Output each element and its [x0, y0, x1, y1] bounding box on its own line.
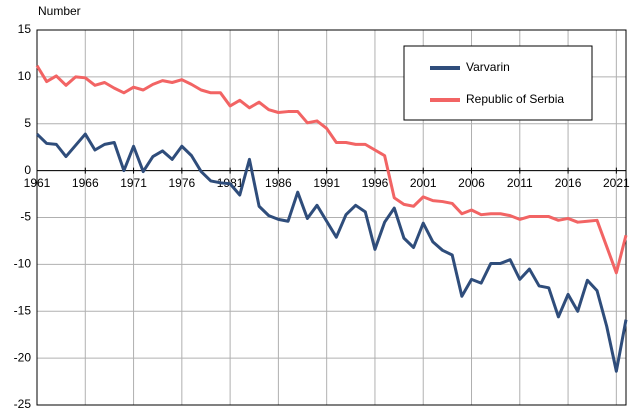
x-tick-label: 1976	[168, 176, 195, 190]
y-tick-label: 10	[18, 69, 32, 83]
legend-box	[403, 45, 593, 121]
x-tick-label: 1996	[362, 176, 389, 190]
x-tick-label: 2006	[458, 176, 485, 190]
x-tick-label: 1966	[72, 176, 99, 190]
x-tick-label: 2021	[603, 176, 630, 190]
y-axis-label: Number	[38, 4, 81, 18]
legend-label: Varvarin	[466, 60, 510, 74]
legend-label: Republic of Serbia	[466, 92, 564, 106]
y-tick-label: 15	[18, 22, 32, 36]
y-tick-label: -5	[20, 210, 31, 224]
x-tick-label: 2016	[555, 176, 582, 190]
y-tick-label: 5	[24, 116, 31, 130]
data-line	[35, 132, 628, 373]
plot-frame	[36, 29, 627, 406]
y-tick-label: -10	[14, 257, 32, 271]
x-tick-label: 2011	[507, 176, 533, 190]
y-tick-label: 0	[24, 163, 31, 177]
y-tick-label: -25	[14, 397, 32, 410]
x-tick-label: 1971	[120, 176, 147, 190]
data-line	[35, 64, 628, 275]
x-tick-label: 1991	[313, 176, 340, 190]
x-tick-label: 1986	[265, 176, 292, 190]
y-tick-label: -20	[14, 350, 32, 364]
x-tick-label: 2001	[410, 176, 437, 190]
y-tick-label: -15	[14, 303, 32, 317]
